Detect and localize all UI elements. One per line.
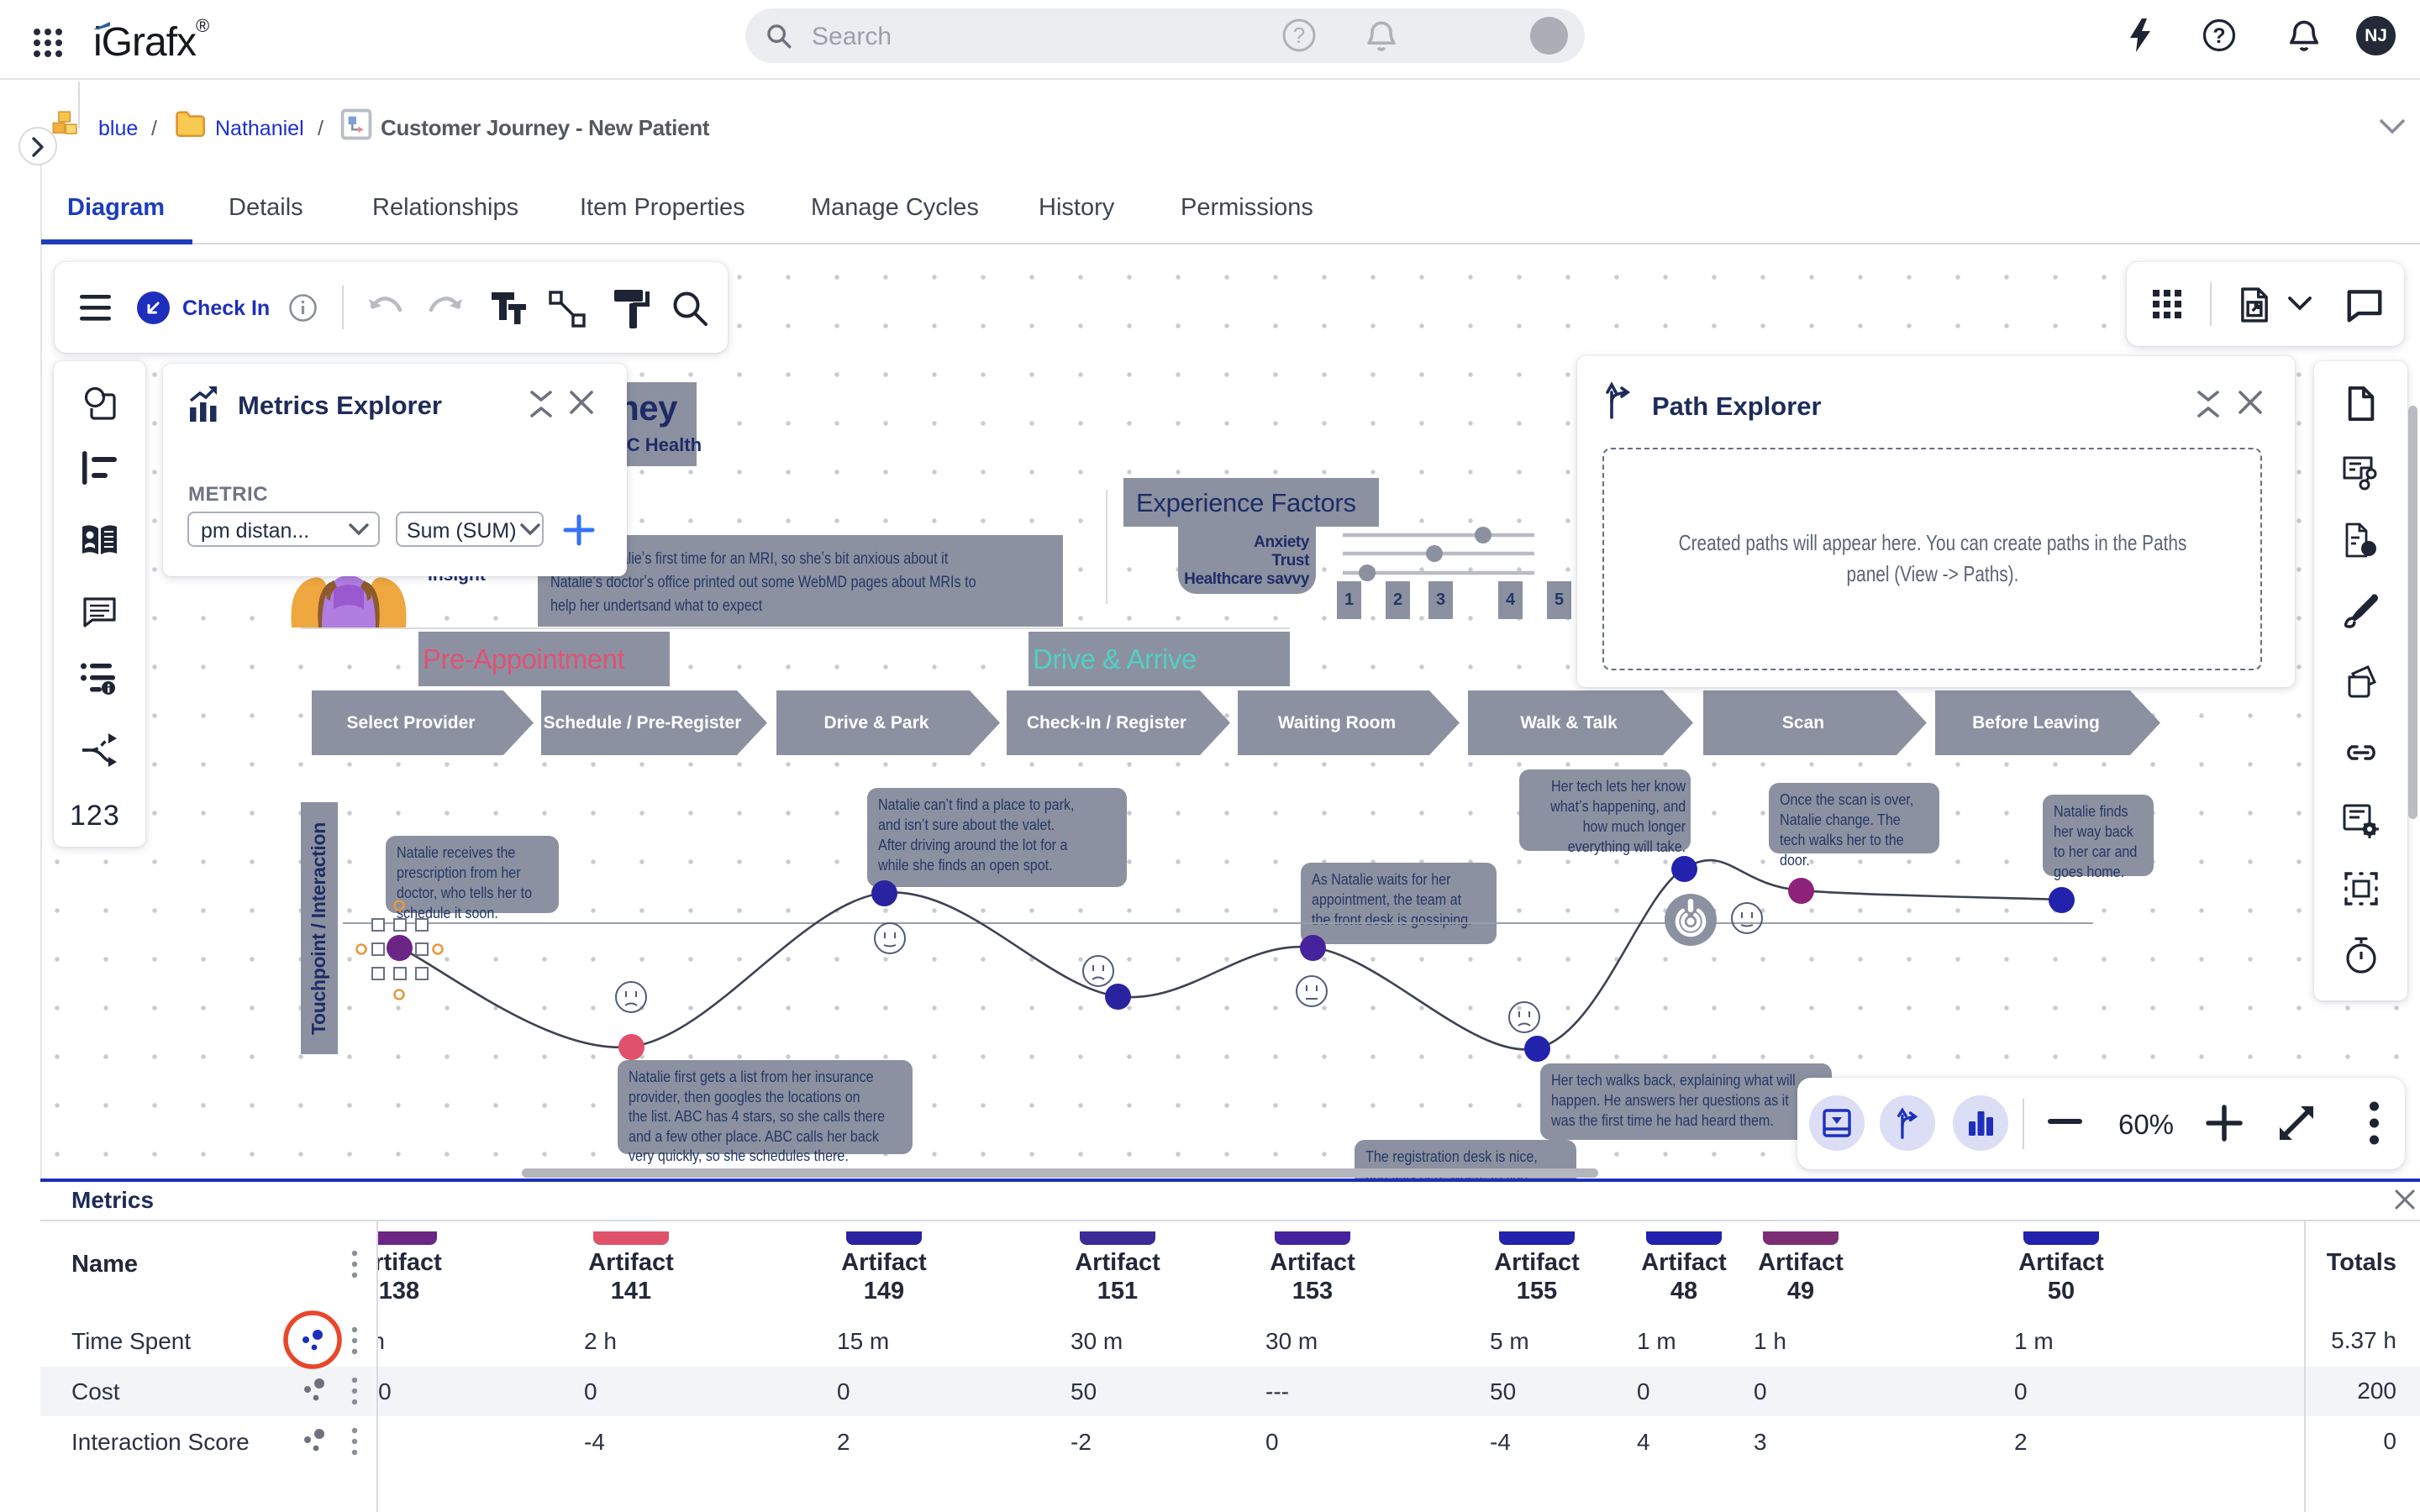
svg-text:?: ? xyxy=(2212,24,2225,48)
svg-text:?: ? xyxy=(1293,23,1305,48)
